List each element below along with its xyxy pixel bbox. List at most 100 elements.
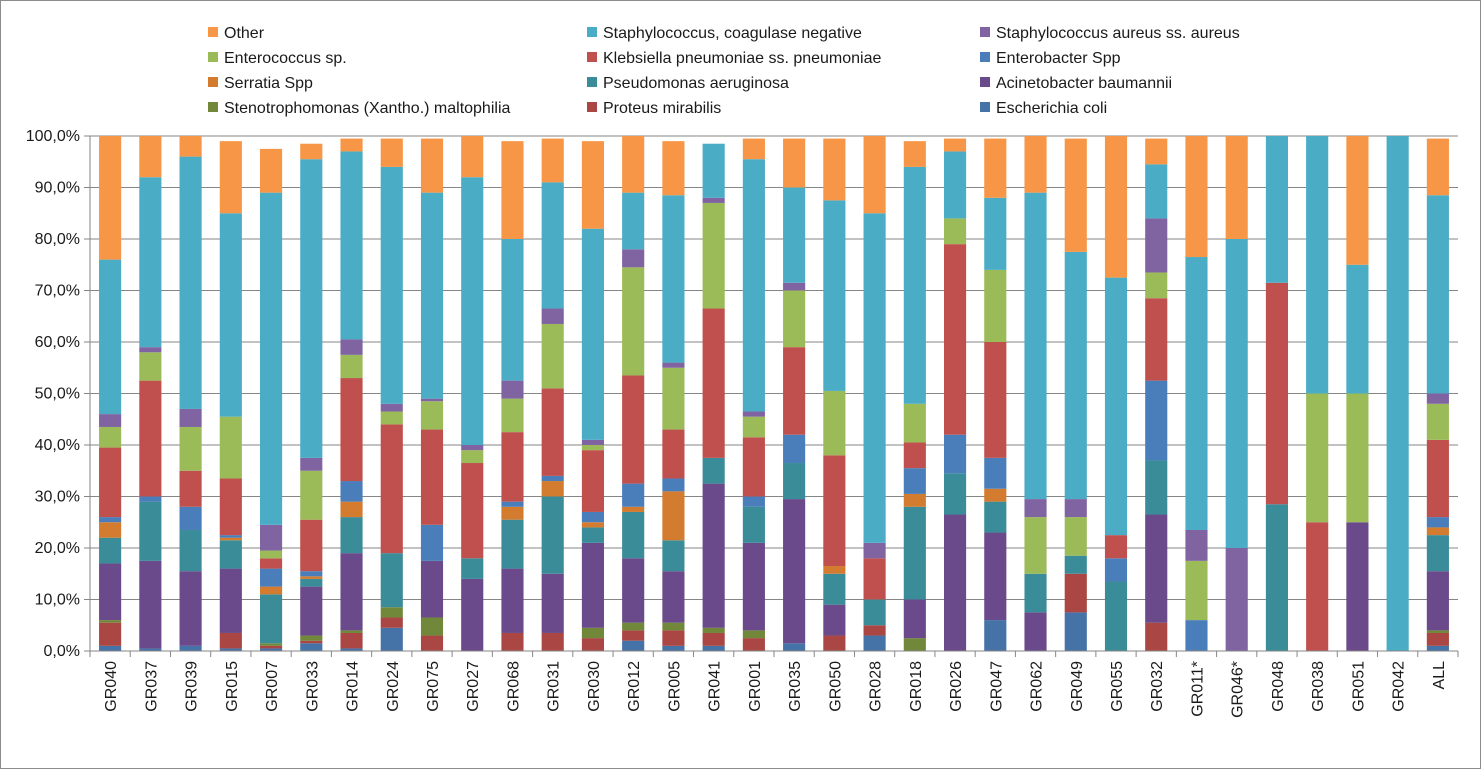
bar-segment <box>340 517 363 554</box>
y-tick-label: 20,0% <box>35 540 80 557</box>
bar-segment <box>461 450 484 464</box>
x-tick-label: GR068 <box>505 661 522 712</box>
x-tick-label: GR012 <box>626 661 643 712</box>
x-tick-label: GR039 <box>184 661 201 712</box>
bar-segment <box>139 648 162 651</box>
bar-segment <box>300 470 323 520</box>
bar-segment <box>863 599 886 626</box>
bar-segment <box>541 323 564 389</box>
x-tick-label: GR037 <box>143 661 160 712</box>
bar-segment <box>179 645 202 651</box>
x-tick-label: GR007 <box>264 661 281 712</box>
bar-segment <box>742 506 765 543</box>
x-tick-label: GR062 <box>1029 661 1046 712</box>
legend-label: Serratia Spp <box>224 75 313 92</box>
bar-segment <box>461 558 484 579</box>
bar-segment <box>1104 535 1128 559</box>
bar-segment <box>340 354 363 379</box>
bar-segment <box>219 537 242 541</box>
bar-segment <box>1145 164 1168 219</box>
bar-segment <box>903 141 926 167</box>
x-tick-label: ALL <box>1431 661 1448 690</box>
bar-segment <box>581 445 605 451</box>
bar-segment <box>662 630 685 646</box>
bar-segment <box>300 519 323 572</box>
bar-segment <box>1426 632 1449 646</box>
x-tick-label: GR041 <box>707 661 724 712</box>
bar-segment <box>622 136 645 193</box>
bar-segment <box>823 604 846 636</box>
bar-segment <box>501 501 524 507</box>
bar-segment <box>219 478 242 536</box>
bar-segment <box>179 408 202 427</box>
bar-segment <box>581 228 605 440</box>
bar-segment <box>984 138 1007 198</box>
bar-segment <box>943 514 967 651</box>
bar-segment <box>702 197 725 203</box>
bar-segment <box>702 457 725 484</box>
bar-segment <box>1064 612 1087 651</box>
bar-segment <box>300 159 323 458</box>
bar-segment <box>1145 514 1168 623</box>
x-tick-label: GR032 <box>1149 661 1166 712</box>
bar-segment <box>420 617 444 636</box>
bar-segment <box>742 416 765 438</box>
bar-segment <box>903 599 926 639</box>
bar-segment <box>1024 612 1047 651</box>
y-tick-label: 60,0% <box>35 334 80 351</box>
bar-segment <box>863 213 886 543</box>
x-tick-label: GR046* <box>1230 661 1247 718</box>
bar-segment <box>99 645 122 651</box>
bar-segment <box>622 249 645 268</box>
bar-segment <box>1185 620 1208 651</box>
bar-segment <box>300 576 323 579</box>
bar-segment <box>1426 535 1449 572</box>
bar-segment <box>863 635 886 651</box>
bar-segment <box>219 540 242 569</box>
bar-segment <box>662 195 685 363</box>
bar-segment <box>622 192 645 250</box>
bar-segment <box>1145 298 1168 381</box>
bar-segment <box>581 141 605 229</box>
bar-segment <box>420 560 444 618</box>
bar-segment <box>420 401 444 430</box>
bar-segment <box>139 501 162 561</box>
bar-segment <box>380 617 403 628</box>
bar-segment <box>219 568 242 633</box>
bar-segment <box>501 380 524 399</box>
legend-swatch <box>587 27 597 37</box>
x-tick-label: GR049 <box>1069 661 1086 712</box>
bar-segment <box>863 136 886 214</box>
x-tick-label: GR024 <box>385 661 402 712</box>
bar-segment <box>1185 560 1208 621</box>
bar-segment <box>702 143 725 198</box>
bar-segment <box>461 578 484 651</box>
bar-segment <box>501 141 524 239</box>
bar-segment <box>99 447 122 518</box>
bar-segment <box>380 166 403 404</box>
bars <box>99 136 1449 651</box>
bar-segment <box>1145 380 1168 461</box>
bar-segment <box>380 627 403 651</box>
bar-segment <box>380 411 403 425</box>
x-tick-label: GR005 <box>666 661 683 712</box>
bar-segment <box>541 632 564 651</box>
bar-segment <box>823 635 846 651</box>
bar-segment <box>179 426 202 471</box>
y-tick-label: 70,0% <box>35 283 80 300</box>
bar-segment <box>581 450 605 512</box>
bar-segment <box>139 496 162 502</box>
bar-segment <box>99 620 122 623</box>
bar-segment <box>501 568 524 633</box>
bar-segment <box>461 445 484 451</box>
bar-segment <box>1064 499 1087 518</box>
bar-segment <box>179 571 202 646</box>
bar-segment <box>259 643 283 646</box>
bar-segment <box>259 648 283 651</box>
bar-segment <box>300 586 323 636</box>
bar-segment <box>702 308 725 458</box>
bar-segment <box>259 148 283 193</box>
legend-swatch <box>980 77 990 87</box>
bar-segment <box>622 558 645 623</box>
bar-segment <box>541 496 564 574</box>
